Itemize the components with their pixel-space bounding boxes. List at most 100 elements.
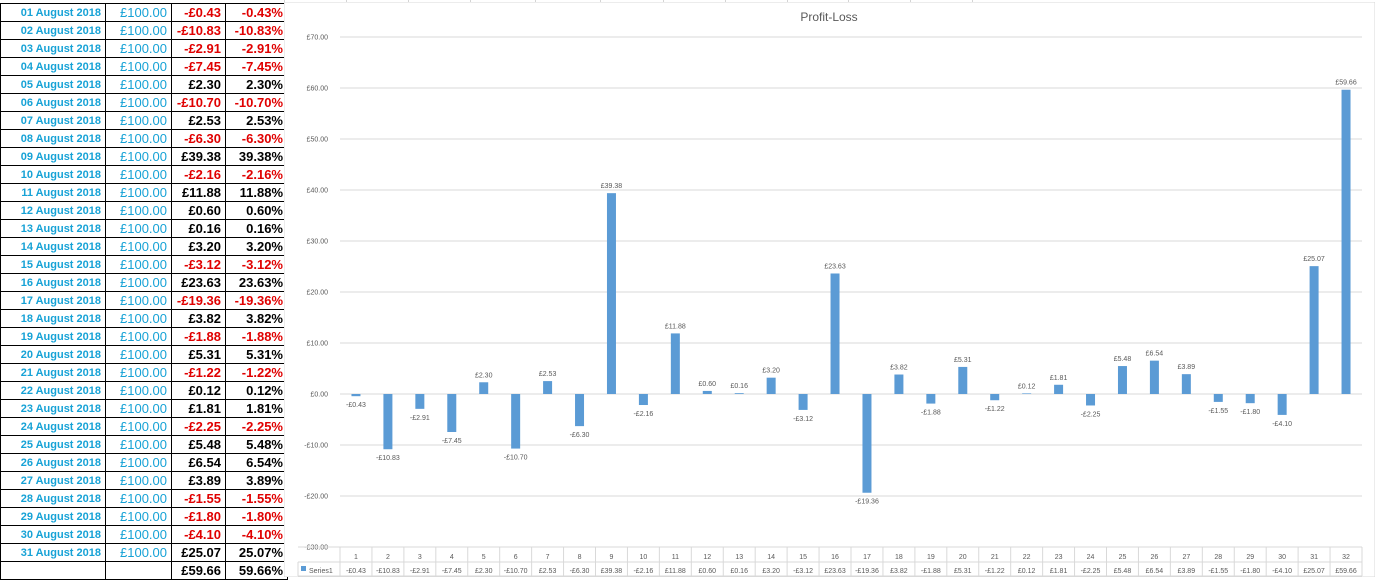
percent-cell[interactable]: 5.48%: [225, 435, 288, 454]
percent-cell[interactable]: 3.20%: [225, 237, 288, 256]
profit-loss-cell[interactable]: -£10.83: [171, 21, 226, 40]
profit-loss-cell[interactable]: £0.12: [171, 381, 226, 400]
capital-cell[interactable]: £100.00: [105, 399, 172, 418]
capital-cell[interactable]: £100.00: [105, 147, 172, 166]
profit-loss-cell[interactable]: -£7.45: [171, 57, 226, 76]
profit-loss-cell[interactable]: -£3.12: [171, 255, 226, 274]
profit-loss-cell[interactable]: -£6.30: [171, 129, 226, 148]
percent-cell[interactable]: 2.30%: [225, 75, 288, 94]
profit-loss-cell[interactable]: -£0.43: [171, 3, 226, 22]
date-cell[interactable]: 07 August 2018: [0, 111, 106, 130]
capital-cell[interactable]: £100.00: [105, 219, 172, 238]
date-cell[interactable]: 26 August 2018: [0, 453, 106, 472]
profit-loss-cell[interactable]: -£1.80: [171, 507, 226, 526]
percent-cell[interactable]: 59.66%: [225, 561, 288, 580]
percent-cell[interactable]: -10.83%: [225, 21, 288, 40]
percent-cell[interactable]: 6.54%: [225, 453, 288, 472]
date-cell[interactable]: 06 August 2018: [0, 93, 106, 112]
date-cell[interactable]: 15 August 2018: [0, 255, 106, 274]
capital-cell[interactable]: £100.00: [105, 21, 172, 40]
profit-loss-cell[interactable]: £6.54: [171, 453, 226, 472]
date-cell[interactable]: 13 August 2018: [0, 219, 106, 238]
capital-cell[interactable]: £100.00: [105, 543, 172, 562]
date-cell[interactable]: 05 August 2018: [0, 75, 106, 94]
date-cell[interactable]: 10 August 2018: [0, 165, 106, 184]
capital-cell[interactable]: £100.00: [105, 3, 172, 22]
date-cell[interactable]: 17 August 2018: [0, 291, 106, 310]
capital-cell[interactable]: £100.00: [105, 183, 172, 202]
date-cell[interactable]: 20 August 2018: [0, 345, 106, 364]
percent-cell[interactable]: 5.31%: [225, 345, 288, 364]
capital-cell[interactable]: £100.00: [105, 93, 172, 112]
capital-cell[interactable]: [105, 561, 172, 580]
percent-cell[interactable]: 3.82%: [225, 309, 288, 328]
date-cell[interactable]: 27 August 2018: [0, 471, 106, 490]
capital-cell[interactable]: £100.00: [105, 39, 172, 58]
profit-loss-cell[interactable]: £5.48: [171, 435, 226, 454]
date-cell[interactable]: 09 August 2018: [0, 147, 106, 166]
profit-loss-cell[interactable]: £2.30: [171, 75, 226, 94]
capital-cell[interactable]: £100.00: [105, 57, 172, 76]
capital-cell[interactable]: £100.00: [105, 381, 172, 400]
profit-loss-cell[interactable]: £39.38: [171, 147, 226, 166]
profit-loss-cell[interactable]: £59.66: [171, 561, 226, 580]
profit-loss-cell[interactable]: -£2.16: [171, 165, 226, 184]
date-cell[interactable]: 30 August 2018: [0, 525, 106, 544]
percent-cell[interactable]: 0.60%: [225, 201, 288, 220]
percent-cell[interactable]: -6.30%: [225, 129, 288, 148]
percent-cell[interactable]: 1.81%: [225, 399, 288, 418]
capital-cell[interactable]: £100.00: [105, 111, 172, 130]
percent-cell[interactable]: -2.16%: [225, 165, 288, 184]
profit-loss-cell[interactable]: -£2.25: [171, 417, 226, 436]
capital-cell[interactable]: £100.00: [105, 489, 172, 508]
date-cell[interactable]: 11 August 2018: [0, 183, 106, 202]
percent-cell[interactable]: 2.53%: [225, 111, 288, 130]
capital-cell[interactable]: £100.00: [105, 435, 172, 454]
capital-cell[interactable]: £100.00: [105, 345, 172, 364]
percent-cell[interactable]: -1.55%: [225, 489, 288, 508]
date-cell[interactable]: 21 August 2018: [0, 363, 106, 382]
capital-cell[interactable]: £100.00: [105, 507, 172, 526]
date-cell[interactable]: 08 August 2018: [0, 129, 106, 148]
date-cell[interactable]: 24 August 2018: [0, 417, 106, 436]
capital-cell[interactable]: £100.00: [105, 255, 172, 274]
capital-cell[interactable]: £100.00: [105, 453, 172, 472]
capital-cell[interactable]: £100.00: [105, 309, 172, 328]
date-cell[interactable]: 22 August 2018: [0, 381, 106, 400]
profit-loss-cell[interactable]: £25.07: [171, 543, 226, 562]
profit-loss-cell[interactable]: -£10.70: [171, 93, 226, 112]
profit-loss-cell[interactable]: £11.88: [171, 183, 226, 202]
percent-cell[interactable]: -2.91%: [225, 39, 288, 58]
profit-loss-cell[interactable]: -£1.55: [171, 489, 226, 508]
profit-loss-cell[interactable]: £0.60: [171, 201, 226, 220]
profit-loss-cell[interactable]: -£2.91: [171, 39, 226, 58]
date-cell[interactable]: [0, 561, 106, 580]
date-cell[interactable]: 31 August 2018: [0, 543, 106, 562]
profit-loss-chart[interactable]: Profit-Loss -£30.00 -£20.00 -£10.00 £0.00 £1…: [284, 2, 1375, 577]
date-cell[interactable]: 01 August 2018: [0, 3, 106, 22]
percent-cell[interactable]: -19.36%: [225, 291, 288, 310]
profit-loss-cell[interactable]: £23.63: [171, 273, 226, 292]
percent-cell[interactable]: 11.88%: [225, 183, 288, 202]
capital-cell[interactable]: £100.00: [105, 417, 172, 436]
profit-loss-cell[interactable]: £2.53: [171, 111, 226, 130]
percent-cell[interactable]: -10.70%: [225, 93, 288, 112]
percent-cell[interactable]: -7.45%: [225, 57, 288, 76]
capital-cell[interactable]: £100.00: [105, 201, 172, 220]
date-cell[interactable]: 28 August 2018: [0, 489, 106, 508]
date-cell[interactable]: 14 August 2018: [0, 237, 106, 256]
profit-loss-cell[interactable]: £3.89: [171, 471, 226, 490]
profit-loss-cell[interactable]: -£1.22: [171, 363, 226, 382]
percent-cell[interactable]: 23.63%: [225, 273, 288, 292]
date-cell[interactable]: 03 August 2018: [0, 39, 106, 58]
profit-loss-cell[interactable]: £3.20: [171, 237, 226, 256]
date-cell[interactable]: 23 August 2018: [0, 399, 106, 418]
profit-loss-cell[interactable]: £1.81: [171, 399, 226, 418]
date-cell[interactable]: 29 August 2018: [0, 507, 106, 526]
capital-cell[interactable]: £100.00: [105, 363, 172, 382]
percent-cell[interactable]: -1.80%: [225, 507, 288, 526]
capital-cell[interactable]: £100.00: [105, 129, 172, 148]
percent-cell[interactable]: -2.25%: [225, 417, 288, 436]
percent-cell[interactable]: 0.16%: [225, 219, 288, 238]
capital-cell[interactable]: £100.00: [105, 471, 172, 490]
